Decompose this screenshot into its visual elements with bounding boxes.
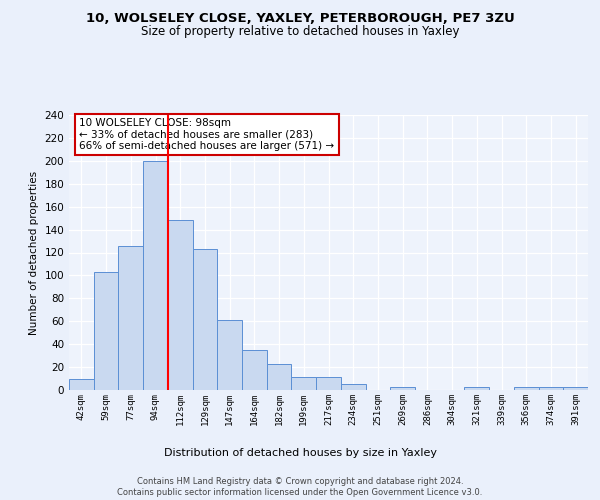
Bar — [390, 386, 415, 390]
Bar — [464, 386, 489, 390]
Bar — [217, 320, 242, 390]
Bar — [69, 378, 94, 390]
Bar — [316, 378, 341, 390]
Bar — [514, 386, 539, 390]
Bar — [118, 246, 143, 390]
Text: Distribution of detached houses by size in Yaxley: Distribution of detached houses by size … — [163, 448, 437, 458]
Bar — [94, 272, 118, 390]
Text: 10, WOLSELEY CLOSE, YAXLEY, PETERBOROUGH, PE7 3ZU: 10, WOLSELEY CLOSE, YAXLEY, PETERBOROUGH… — [86, 12, 514, 26]
Bar — [292, 378, 316, 390]
Y-axis label: Number of detached properties: Number of detached properties — [29, 170, 39, 334]
Bar — [563, 386, 588, 390]
Bar — [193, 249, 217, 390]
Bar — [242, 350, 267, 390]
Bar — [341, 384, 365, 390]
Text: Contains HM Land Registry data © Crown copyright and database right 2024.
Contai: Contains HM Land Registry data © Crown c… — [118, 478, 482, 497]
Text: Size of property relative to detached houses in Yaxley: Size of property relative to detached ho… — [141, 25, 459, 38]
Bar — [168, 220, 193, 390]
Bar — [267, 364, 292, 390]
Bar — [143, 161, 168, 390]
Bar — [539, 386, 563, 390]
Text: 10 WOLSELEY CLOSE: 98sqm
← 33% of detached houses are smaller (283)
66% of semi-: 10 WOLSELEY CLOSE: 98sqm ← 33% of detach… — [79, 118, 335, 151]
